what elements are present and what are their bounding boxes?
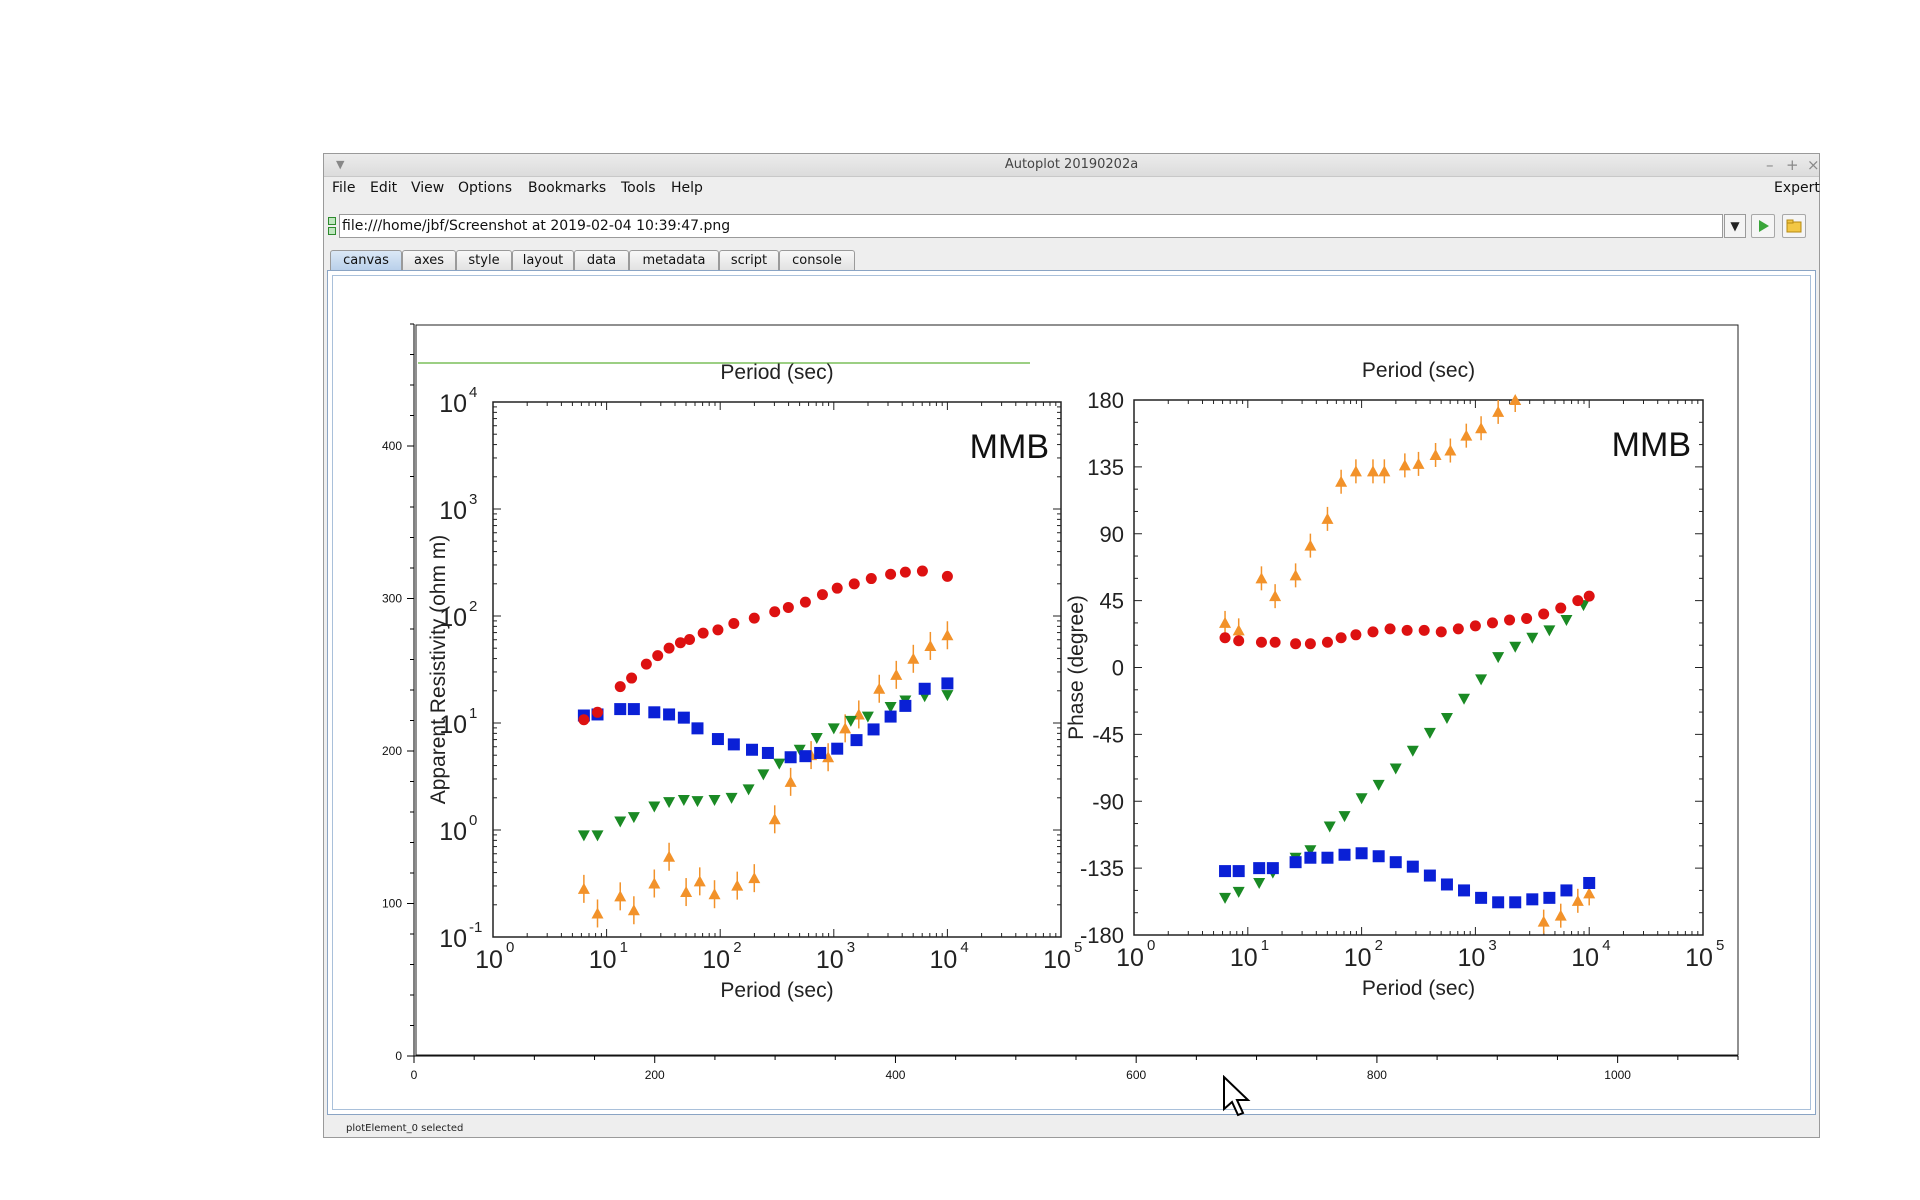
tab-axes[interactable]: axes — [402, 250, 456, 270]
plot-go-button[interactable] — [1751, 214, 1775, 238]
window-menu-icon[interactable]: ▼ — [336, 158, 345, 171]
menu-bookmarks[interactable]: Bookmarks — [528, 180, 607, 196]
status-bar: plotElement_0 selected — [346, 1123, 464, 1134]
tab-layout[interactable]: layout — [512, 250, 574, 270]
menu-help[interactable]: Help — [671, 180, 703, 196]
menu-bar: File Edit View Options Bookmarks Tools H… — [324, 177, 1820, 199]
menu-edit[interactable]: Edit — [370, 180, 398, 196]
autoplot-window: ▼ Autoplot 20190202a – + × File Edit Vie… — [323, 153, 1820, 1138]
menu-options[interactable]: Options — [458, 180, 513, 196]
tab-metadata[interactable]: metadata — [629, 250, 719, 270]
play-icon — [1759, 220, 1769, 232]
close-button[interactable]: × — [1807, 156, 1820, 174]
url-input[interactable]: file:///home/jbf/Screenshot at 2019-02-0… — [339, 214, 1723, 238]
minimize-button[interactable]: – — [1766, 156, 1774, 174]
menu-view[interactable]: View — [411, 180, 445, 196]
title-bar: ▼ Autoplot 20190202a – + × — [324, 154, 1820, 177]
canvas-panel[interactable] — [327, 270, 1816, 1115]
tab-data[interactable]: data — [574, 250, 629, 270]
url-history-dropdown[interactable]: ▼ — [1724, 214, 1746, 238]
tab-style[interactable]: style — [456, 250, 512, 270]
menu-tools[interactable]: Tools — [621, 180, 656, 196]
chevron-down-icon: ▼ — [1730, 219, 1740, 233]
canvas-border — [332, 275, 1811, 1110]
folder-icon — [1786, 219, 1802, 233]
tab-console[interactable]: console — [779, 250, 855, 270]
mouse-cursor-icon — [1223, 1075, 1251, 1117]
tab-script[interactable]: script — [719, 250, 779, 270]
menu-file[interactable]: File — [332, 180, 356, 196]
maximize-button[interactable]: + — [1786, 156, 1799, 174]
window-title: Autoplot 20190202a — [1004, 157, 1139, 172]
tab-canvas[interactable]: canvas — [330, 250, 402, 270]
menu-expert[interactable]: Expert — [1774, 180, 1820, 196]
data-source-icon — [328, 217, 336, 235]
browse-file-button[interactable] — [1782, 214, 1806, 238]
address-row: file:///home/jbf/Screenshot at 2019-02-0… — [324, 212, 1819, 240]
